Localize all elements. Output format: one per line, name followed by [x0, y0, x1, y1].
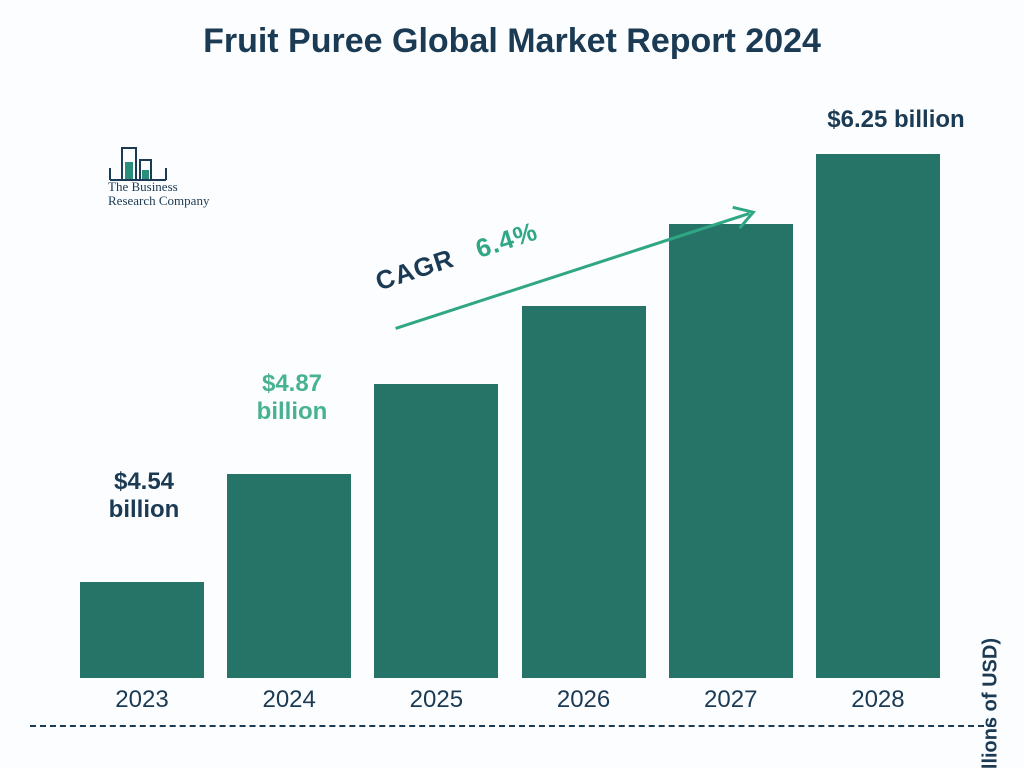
bar [374, 384, 498, 678]
bar [227, 474, 351, 678]
bar-slot: 2027 [669, 224, 793, 678]
x-axis-label: 2026 [522, 686, 646, 714]
x-axis-label: 2024 [227, 686, 351, 714]
data-label: $4.54billion [84, 468, 204, 523]
bar-slot: 2023 [80, 582, 204, 678]
x-axis-label: 2025 [374, 686, 498, 714]
data-label: $6.25 billion [796, 106, 996, 134]
chart-container: Fruit Puree Global Market Report 2024 Th… [0, 0, 1024, 768]
bar-slot: 2026 [522, 306, 646, 678]
bar [522, 306, 646, 678]
bar [669, 224, 793, 678]
chart-baseline [30, 725, 994, 727]
data-label: $4.87billion [232, 370, 352, 425]
x-axis-label: 2027 [669, 686, 793, 714]
bar-slot: 2024 [227, 474, 351, 678]
bar-slot: 2025 [374, 384, 498, 678]
bar-chart: 202320242025202620272028 [80, 118, 940, 678]
x-axis-label: 2028 [816, 686, 940, 714]
bars-group: 202320242025202620272028 [80, 118, 940, 678]
bar-slot: 2028 [816, 154, 940, 678]
bar [816, 154, 940, 678]
x-axis-label: 2023 [80, 686, 204, 714]
bar [80, 582, 204, 678]
chart-title: Fruit Puree Global Market Report 2024 [0, 22, 1024, 61]
y-axis-label: Market Size (in billions of USD) [979, 638, 1002, 768]
